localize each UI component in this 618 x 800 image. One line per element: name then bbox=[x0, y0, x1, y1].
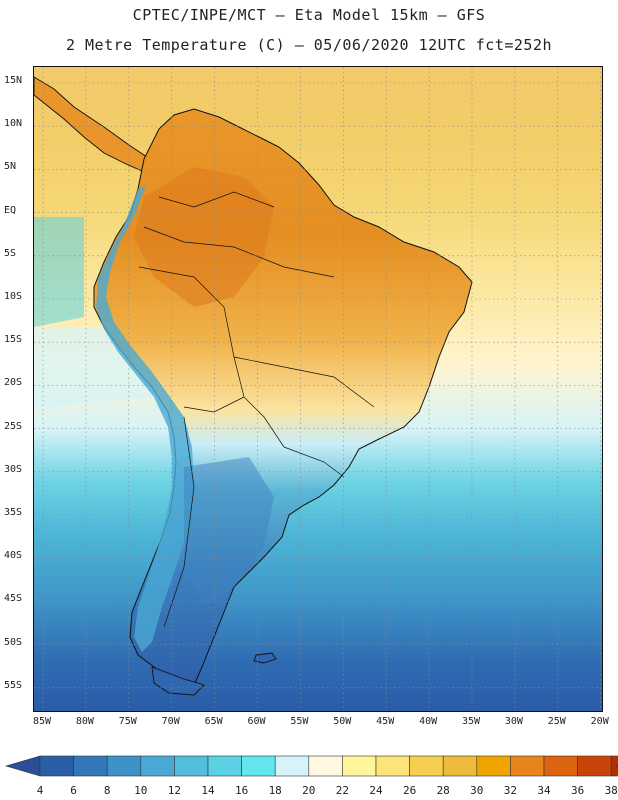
colorbar-segment bbox=[342, 755, 377, 777]
colorbar-tick-label: 26 bbox=[402, 784, 417, 797]
colorbar-segment bbox=[476, 755, 511, 777]
lat-label: 20S bbox=[4, 377, 23, 389]
colorbar-tick-label: 4 bbox=[36, 784, 44, 797]
colorbar-segment bbox=[442, 755, 478, 777]
pacific-cool-zone bbox=[34, 217, 84, 327]
temperature-map bbox=[33, 66, 603, 712]
colorbar-tick-label: 36 bbox=[570, 784, 585, 797]
colorbar-tick-label: 12 bbox=[167, 784, 182, 797]
falkland-islands bbox=[253, 652, 277, 664]
lat-label: 10S bbox=[4, 291, 23, 302]
colorbar-tick-label: 34 bbox=[537, 784, 551, 797]
colorbar-segment bbox=[73, 755, 108, 777]
lat-label: 5N bbox=[4, 161, 17, 173]
colorbar-tick-label: 28 bbox=[436, 784, 450, 797]
colorbar-segment bbox=[106, 755, 142, 777]
colorbar-under-arrow bbox=[4, 755, 41, 777]
colorbar bbox=[4, 755, 618, 777]
lon-label: 45W bbox=[376, 716, 395, 727]
amazon-hot-zone bbox=[134, 167, 274, 307]
lon-label: 80W bbox=[75, 716, 94, 727]
lat-label: 45S bbox=[4, 593, 23, 605]
map-canvas bbox=[34, 67, 602, 711]
colorbar-segment bbox=[274, 755, 310, 777]
colorbar-segment bbox=[140, 755, 175, 777]
colorbar-segment bbox=[577, 755, 612, 777]
map-subtitle: 2 Metre Temperature (C) – 05/06/2020 12U… bbox=[65, 36, 553, 54]
lon-label: 35W bbox=[461, 716, 481, 727]
lon-label: 65W bbox=[204, 716, 223, 727]
colorbar-tick-label: 22 bbox=[335, 784, 350, 797]
lat-label: EQ bbox=[4, 204, 17, 216]
colorbar-segment bbox=[510, 755, 545, 777]
colorbar-tick-label: 6 bbox=[70, 784, 77, 797]
colorbar-segment bbox=[174, 755, 209, 777]
lon-label: 60W bbox=[247, 716, 266, 727]
lat-label: 15N bbox=[4, 75, 23, 86]
colorbar-tick-label: 24 bbox=[369, 784, 383, 797]
lon-label: 85W bbox=[32, 716, 52, 727]
lon-label: 55W bbox=[290, 716, 309, 727]
colorbar-tick-label: 16 bbox=[234, 784, 249, 797]
lat-label: 35S bbox=[4, 507, 23, 518]
colorbar-tick-label: 38 bbox=[604, 784, 618, 797]
colorbar-segment bbox=[39, 755, 74, 777]
graticule bbox=[34, 67, 602, 711]
lat-label: 15S bbox=[4, 334, 23, 346]
colorbar-segment bbox=[409, 755, 444, 777]
colorbar-tick-label: 14 bbox=[201, 784, 215, 797]
colorbar-segment bbox=[308, 755, 343, 777]
colorbar-tick-label: 30 bbox=[470, 784, 484, 797]
lon-label: 40W bbox=[419, 716, 438, 727]
lat-label: 10N bbox=[4, 118, 23, 130]
lon-label: 20W bbox=[590, 716, 609, 727]
map-title: CPTEC/INPE/MCT – Eta Model 15km – GFS bbox=[132, 6, 486, 24]
lon-label: 25W bbox=[547, 716, 566, 727]
colorbar-tick-label: 18 bbox=[268, 784, 282, 797]
colorbar-segment bbox=[375, 755, 410, 777]
lat-label: 30S bbox=[4, 463, 23, 475]
lat-label: 50S bbox=[4, 636, 23, 648]
colorbar-tick-label: 20 bbox=[302, 784, 316, 797]
colorbar-tick-label: 32 bbox=[503, 784, 518, 797]
andes-cool-strip bbox=[96, 185, 194, 652]
lon-label: 30W bbox=[504, 716, 523, 727]
country-borders bbox=[138, 191, 375, 628]
colorbar-segment bbox=[543, 755, 578, 777]
colorbar-tick-label: 8 bbox=[103, 784, 111, 797]
colorbar-segment bbox=[241, 755, 276, 777]
colorbar-segment bbox=[610, 755, 618, 777]
lat-label: 5S bbox=[4, 247, 17, 259]
colorbar-tick-label: 10 bbox=[134, 784, 148, 797]
colorbar-segment bbox=[207, 755, 242, 777]
lon-label: 50W bbox=[333, 716, 352, 727]
patagonia-cold-zone bbox=[184, 457, 274, 607]
lat-label: 55S bbox=[4, 679, 23, 691]
lat-label: 40S bbox=[4, 550, 23, 562]
lat-label: 25S bbox=[4, 420, 23, 432]
lon-label: 75W bbox=[118, 716, 137, 727]
lon-label: 70W bbox=[161, 716, 180, 727]
